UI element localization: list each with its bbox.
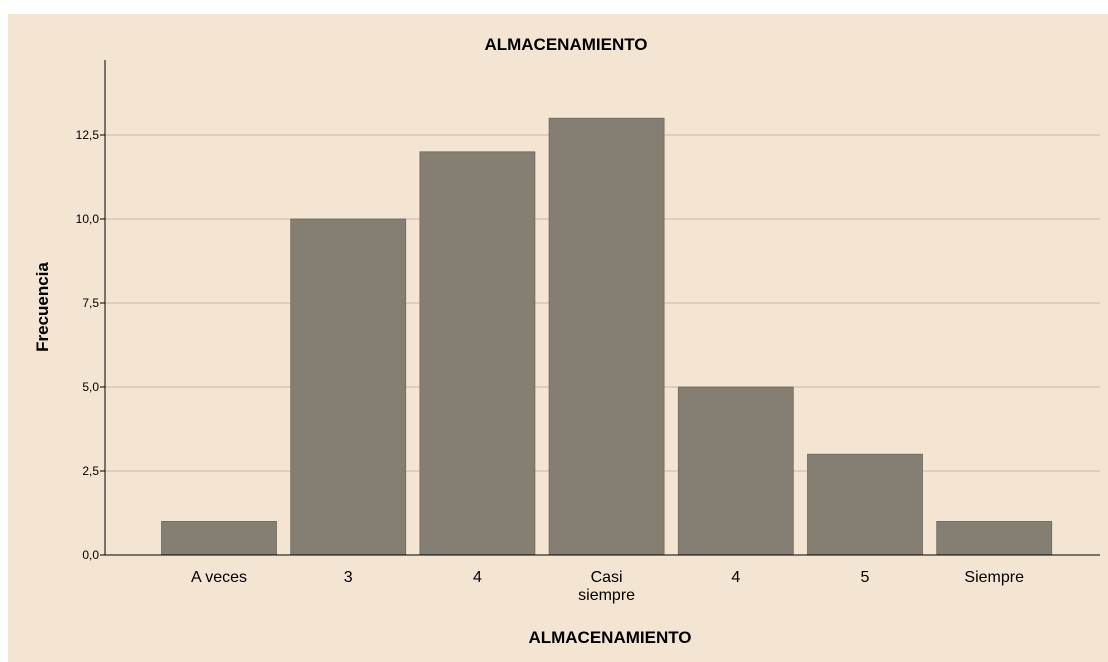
y-tick-label: 12,5	[76, 128, 100, 142]
y-tick-label: 2,5	[82, 464, 99, 478]
x-axis-title: ALMACENAMIENTO	[528, 628, 691, 647]
x-tick-label: 4	[473, 569, 482, 586]
bar	[936, 521, 1053, 556]
bar	[419, 151, 536, 556]
x-tick-label: 3	[344, 569, 353, 586]
bars	[161, 117, 1053, 556]
y-tick-label: 10,0	[76, 212, 100, 226]
y-tick-label: 5,0	[82, 380, 99, 394]
bar	[677, 386, 794, 556]
bar	[290, 218, 407, 556]
x-tick-label: 5	[861, 569, 870, 586]
chart-title: ALMACENAMIENTO	[484, 35, 647, 54]
bar	[161, 521, 277, 556]
x-tick-label: Casi siempre	[578, 569, 635, 604]
y-tick-label: 0,0	[82, 548, 99, 562]
x-tick-labels: A veces 3 4 Casi siempre 4 5 Siempre	[191, 569, 1024, 604]
y-tick-label: 7,5	[82, 296, 99, 310]
x-tick-label: Siempre	[964, 569, 1024, 586]
bar	[548, 117, 665, 556]
y-axis-title: Frecuencia	[33, 262, 52, 352]
x-tick-label: 4	[731, 569, 740, 586]
x-tick-label: A veces	[191, 569, 247, 586]
y-tick-labels: 0,0 2,5 5,0 7,5 10,0 12,5	[76, 128, 105, 562]
bar	[807, 453, 923, 556]
